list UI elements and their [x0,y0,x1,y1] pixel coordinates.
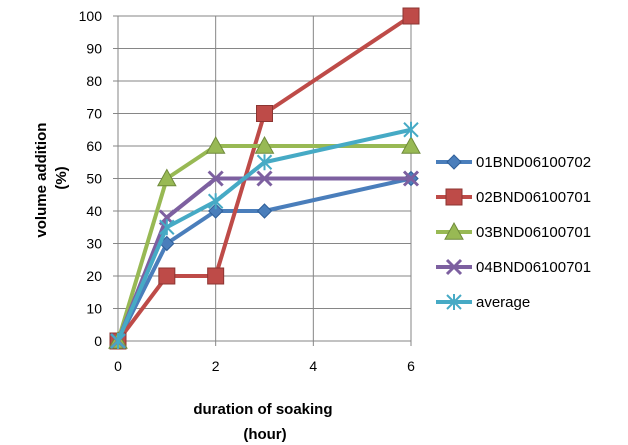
y-tick-label: 0 [94,333,102,349]
legend-marker [447,155,461,169]
y-tick-label: 60 [86,138,102,154]
legend-item: 02BND06100701 [436,189,591,206]
data-point [208,268,224,284]
legend-label: 02BND06100701 [476,189,591,206]
legend-item: 03BND06100701 [436,223,591,241]
legend-label: 04BND06100701 [476,259,591,276]
y-tick-label: 100 [79,8,103,24]
legend-label: 01BND06100702 [476,154,591,171]
data-point [159,268,175,284]
y-axis-title-line-1: volume addition [33,123,50,238]
y-axis-title: volume addition (%) [33,118,70,237]
data-point [403,8,419,24]
legend-marker [446,189,462,205]
y-tick-label: 30 [86,236,102,252]
x-axis-title-line-2: (hour) [243,426,286,443]
legend-item: average [436,294,530,311]
x-tick-label: 4 [309,358,317,374]
y-tick-label: 90 [86,41,102,57]
x-tick-label: 6 [407,358,415,374]
x-axis-ticks: 0 2 4 6 [114,341,415,374]
y-tick-label: 50 [86,171,102,187]
y-tick-label: 80 [86,73,102,89]
legend-item: 01BND06100702 [436,154,591,171]
y-tick-label: 40 [86,203,102,219]
legend-item: 04BND06100701 [436,259,591,276]
legend-label: 03BND06100701 [476,224,591,241]
y-axis-title-line-2: (%) [53,166,70,189]
x-tick-label: 2 [212,358,220,374]
x-tick-label: 0 [114,358,122,374]
y-axis-ticks: 0 10 20 30 40 50 60 70 80 90 100 [79,8,118,349]
y-tick-label: 10 [86,301,102,317]
x-axis-title: duration of soaking (hour) [193,401,336,443]
y-tick-label: 20 [86,268,102,284]
legend: 01BND06100702 02BND06100701 03BND06100701 0… [436,154,591,311]
legend-label: average [476,294,530,311]
data-point [257,106,273,122]
x-axis-title-line-1: duration of soaking [193,401,332,418]
y-tick-label: 70 [86,106,102,122]
